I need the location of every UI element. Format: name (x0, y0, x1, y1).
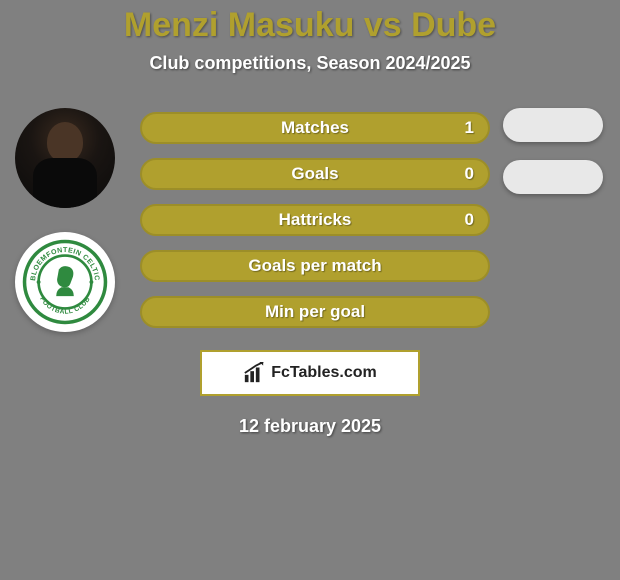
stat-value: 0 (465, 210, 474, 230)
stats-bars: Matches1Goals0Hattricks0Goals per matchM… (140, 112, 490, 328)
right-column (498, 108, 608, 194)
stat-bar: Goals per match (140, 250, 490, 282)
left-column: BLOEMFONTEIN CELTIC FOOTBALL CLUB (10, 108, 120, 332)
stat-bar: Hattricks0 (140, 204, 490, 236)
stat-value: 0 (465, 164, 474, 184)
chart-icon (243, 362, 265, 384)
club-badge-icon: BLOEMFONTEIN CELTIC FOOTBALL CLUB (21, 238, 109, 326)
comparison-card: Menzi Masuku vs Dube Club competitions, … (0, 0, 620, 580)
stat-label: Hattricks (142, 210, 488, 230)
club-badge: BLOEMFONTEIN CELTIC FOOTBALL CLUB (15, 232, 115, 332)
date-text: 12 february 2025 (0, 416, 620, 437)
stat-bar: Goals0 (140, 158, 490, 190)
stat-label: Goals per match (142, 256, 488, 276)
subtitle: Club competitions, Season 2024/2025 (0, 53, 620, 74)
player-avatar (15, 108, 115, 208)
comparison-pill (503, 160, 603, 194)
content: BLOEMFONTEIN CELTIC FOOTBALL CLUB Matche… (0, 112, 620, 328)
stat-bar: Min per goal (140, 296, 490, 328)
brand-box: FcTables.com (200, 350, 420, 396)
brand-text: FcTables.com (271, 364, 377, 382)
page-title: Menzi Masuku vs Dube (0, 0, 620, 45)
stat-value: 1 (465, 118, 474, 138)
stat-bar: Matches1 (140, 112, 490, 144)
comparison-pill (503, 108, 603, 142)
stat-label: Goals (142, 164, 488, 184)
stat-label: Matches (142, 118, 488, 138)
stat-label: Min per goal (142, 302, 488, 322)
